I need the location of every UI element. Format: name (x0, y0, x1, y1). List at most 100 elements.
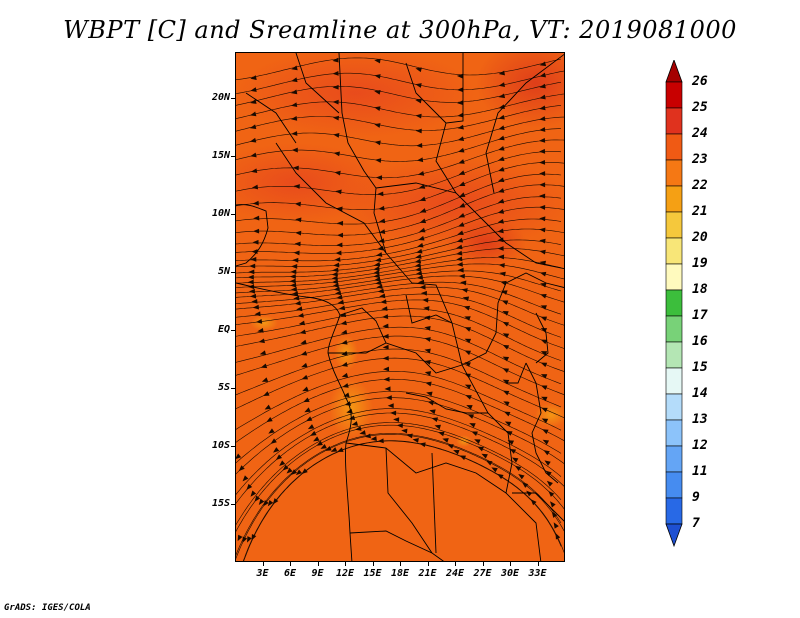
streamline-arrow (304, 407, 311, 413)
streamline-arrow (540, 305, 547, 310)
streamline (236, 151, 562, 195)
streamline-arrow (418, 235, 425, 241)
streamline-arrow (251, 184, 259, 190)
colorbar-label: 24 (692, 126, 708, 141)
streamline-arrow (456, 237, 464, 243)
y-tick-label: 10S (211, 440, 230, 452)
streamline-arrow (419, 284, 426, 290)
streamline-arrow (370, 436, 377, 441)
streamline-arrow (381, 306, 388, 311)
streamline-arrow (374, 89, 381, 95)
streamline-arrow (457, 112, 464, 118)
streamline-arrow (273, 447, 280, 453)
streamline (236, 286, 564, 326)
streamline-arrow (426, 391, 433, 397)
streamline-arrow (539, 238, 546, 244)
colorbar-label: 14 (692, 386, 708, 401)
streamline (236, 293, 562, 338)
streamline-arrow (497, 246, 504, 251)
streamline-arrow (374, 123, 381, 128)
streamline-arrow (462, 296, 470, 302)
streamline-arrow (337, 299, 344, 305)
streamline-arrow (261, 377, 269, 382)
streamline-arrow (498, 70, 505, 76)
streamline-arrow (458, 273, 465, 279)
streamline-arrow (334, 257, 341, 262)
streamline-arrow (415, 266, 422, 272)
streamline-arrow (442, 438, 449, 443)
streamline-arrow (378, 218, 386, 224)
streamline-arrow (418, 279, 425, 285)
streamline-arrow (333, 286, 340, 292)
streamline-arrow (291, 264, 298, 269)
streamline-arrow (541, 407, 548, 413)
streamline-arrow (539, 72, 546, 78)
streamline (236, 93, 564, 119)
streamline-arrow (294, 241, 301, 247)
streamline-arrow (250, 168, 258, 174)
streamline-arrow (316, 440, 323, 446)
streamline-arrow (539, 159, 546, 165)
streamline (243, 440, 562, 561)
streamline (236, 173, 562, 225)
streamline-arrow (553, 522, 559, 529)
colorbar-label: 18 (692, 282, 708, 297)
streamline-arrow (463, 305, 471, 311)
streamline (236, 57, 562, 81)
streamline-arrow (540, 385, 548, 390)
streamline-arrow (341, 339, 348, 345)
colorbar-segment (665, 133, 683, 161)
streamline-arrow (419, 208, 427, 213)
streamline-arrow (539, 61, 547, 67)
streamline-arrow (342, 383, 349, 388)
streamline-arrow (541, 418, 549, 424)
streamline-arrow (338, 305, 346, 311)
cool-patch-gulf (250, 315, 278, 331)
y-tick (231, 98, 236, 100)
streamline-arrow (257, 328, 264, 333)
streamline-arrow (427, 400, 434, 406)
streamline-arrow (378, 229, 386, 234)
x-tick (427, 561, 429, 566)
colorbar-label: 22 (692, 178, 708, 193)
streamline-arrow (331, 271, 338, 277)
streamline-arrow (540, 294, 547, 299)
x-tick (262, 561, 264, 566)
streamline-arrow (457, 100, 464, 106)
streamline-arrow (416, 157, 424, 163)
streamline-arrow (336, 242, 343, 248)
x-tick-label: 18E (390, 568, 410, 579)
streamline (236, 326, 562, 385)
streamline-arrow (294, 201, 301, 207)
streamline-arrow (424, 371, 432, 376)
x-tick-label: 6E (283, 568, 297, 579)
colorbar-top-triangle (665, 60, 683, 83)
colorbar-segment (665, 263, 683, 291)
streamline-arrow (501, 300, 509, 305)
streamline-arrow (498, 135, 505, 141)
streamline-arrow (332, 282, 339, 288)
streamline-arrow (340, 329, 348, 335)
streamline-arrow (337, 232, 343, 238)
streamline-arrow (498, 166, 505, 172)
streamline-arrow (539, 205, 546, 210)
streamline-arrow (341, 372, 349, 378)
x-tick-label: 24E (445, 568, 465, 579)
streamline (236, 391, 562, 464)
streamline-arrow (290, 469, 298, 475)
streamline-arrow (539, 105, 546, 111)
streamline-arrow (250, 256, 257, 262)
streamline-arrow (250, 99, 257, 104)
colorbar-label: 25 (692, 100, 708, 115)
streamline-arrow (461, 288, 468, 293)
streamline-arrow (290, 282, 297, 288)
x-tick (317, 561, 319, 566)
streamline-arrow (291, 291, 299, 296)
streamline-arrow (377, 191, 384, 197)
streamline-arrow (458, 212, 465, 218)
streamline-arrow (355, 426, 362, 431)
streamline-arrow (539, 216, 546, 222)
y-tick-label: 20N (211, 92, 230, 104)
streamline (236, 239, 562, 274)
streamline-arrow (383, 366, 390, 372)
